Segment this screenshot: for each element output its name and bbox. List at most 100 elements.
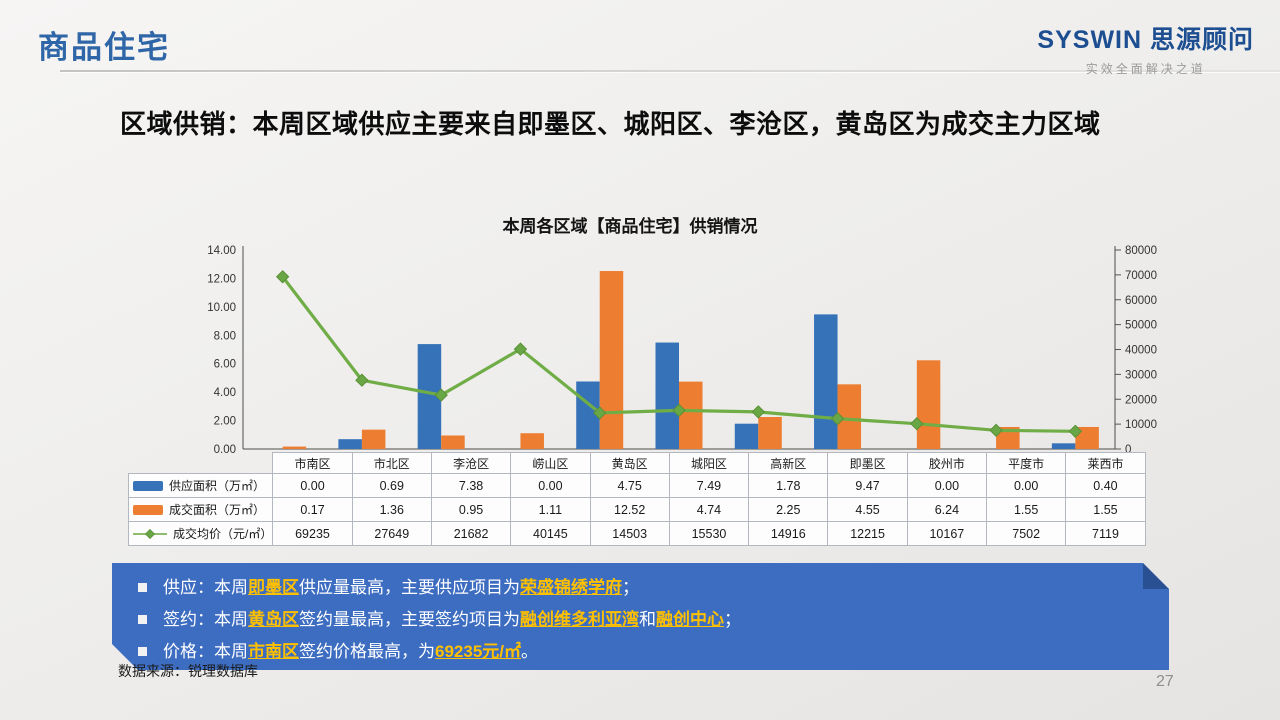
supply-bar-6 [734, 423, 759, 449]
category-cell: 市南区 [272, 452, 353, 474]
value-cell: 7.49 [668, 473, 750, 498]
plain-text: 签约：本周 [163, 610, 248, 629]
left-axis-tick-label: 12.00 [207, 273, 236, 285]
plain-text: 签约价格最高，为 [299, 642, 435, 661]
legend-bar-swatch [133, 504, 163, 515]
value-cell: 12215 [827, 521, 908, 546]
legend-label: 供应面积（万㎡） [169, 479, 266, 493]
legend-line-swatch [133, 528, 167, 539]
page-number: 27 [1156, 673, 1174, 690]
category-cell: 即墨区 [827, 452, 908, 474]
category-cell: 高新区 [748, 452, 829, 474]
plain-text: 供应：本周 [163, 578, 248, 597]
left-axis-tick-label: 10.00 [207, 302, 236, 314]
category-cell: 崂山区 [510, 452, 591, 474]
value-cell: 7.38 [430, 473, 512, 498]
supply-bar-10 [1051, 443, 1076, 449]
sold-bar-10 [1075, 426, 1099, 449]
avg-price-marker-6 [751, 405, 765, 419]
value-cell: 0.17 [272, 497, 353, 522]
summary-bullet-list: 供应：本周即墨区供应量最高，主要供应项目为荣盛锦绣学府； 签约：本周黄岛区签约量最… [112, 563, 1169, 664]
sold-bar-7 [837, 384, 862, 449]
right-axis-tick-label: 30000 [1125, 369, 1157, 381]
data-source-note: 数据来源：锐理数据库 [118, 663, 258, 679]
avg-price-marker-7 [830, 411, 845, 426]
avg-price-marker-3 [513, 342, 528, 356]
right-axis-tick-label: 40000 [1125, 345, 1157, 357]
avg-price-marker-5 [672, 403, 686, 418]
plain-text: ； [724, 610, 741, 629]
category-cell: 市北区 [351, 452, 432, 474]
left-axis-tick-label: 14.00 [207, 245, 236, 257]
value-cell: 21682 [430, 521, 512, 546]
value-cell: 10167 [906, 521, 988, 546]
right-axis-tick-label: 20000 [1125, 394, 1157, 406]
sold-bar-3 [520, 433, 544, 449]
value-cell: 0.40 [1065, 473, 1146, 498]
highlighted-term: 市南区 [248, 642, 299, 661]
value-cell: 0.00 [906, 473, 988, 498]
supply-bar-7 [814, 314, 838, 449]
value-cell: 69235 [272, 521, 353, 546]
value-cell: 15530 [668, 521, 750, 546]
summary-bullet-2: 价格：本周市南区签约价格最高，为69235元/㎡。 [136, 639, 1139, 664]
avg-price-marker-8 [910, 417, 924, 431]
series-row: 供应面积（万㎡） 0.00 0.69 7.38 0.00 4.75 7.49 1.78 9.47… [127, 473, 1146, 498]
combo-chart: 0.00 2.00 4.00 6.00 8.00 10.00 12.00 14.00 0 1000… [195, 236, 1180, 463]
value-cell: 0.95 [430, 497, 512, 522]
value-cell: 14916 [748, 521, 829, 546]
legend-label: 成交面积（万㎡） [169, 503, 266, 517]
plain-text: 和 [639, 610, 656, 629]
highlighted-term: 荣盛锦绣学府 [520, 578, 622, 597]
category-cell: 李沧区 [430, 452, 512, 474]
value-cell: 7502 [986, 521, 1067, 546]
avg-price-marker-9 [989, 423, 1003, 438]
highlighted-term: 融创中心 [656, 610, 724, 629]
legend-cell-1: 成交面积（万㎡） [127, 497, 274, 522]
plain-text: 供应量最高，主要供应项目为 [299, 578, 520, 597]
page-title: 商品住宅 [38, 30, 170, 65]
header-divider [60, 70, 1280, 72]
avg-price-marker-4 [593, 406, 607, 420]
highlighted-term: 69235元/㎡ [435, 642, 521, 661]
value-cell: 14503 [589, 521, 670, 546]
bullet-square-icon [138, 583, 147, 592]
right-axis-tick-label: 10000 [1125, 419, 1157, 431]
right-axis-tick-label: 80000 [1125, 245, 1157, 257]
legend-cell-2: 成交均价（元/㎡） [127, 521, 274, 546]
value-cell: 6.24 [906, 497, 988, 522]
chart-data-table: 市南区 市北区 李沧区 崂山区 黄岛区 城阳区 高新区 即墨区 胶州市 平度市 莱西市 供应面积（万… [127, 452, 1146, 546]
category-row: 市南区 市北区 李沧区 崂山区 黄岛区 城阳区 高新区 即墨区 胶州市 平度市 莱西市 [129, 452, 1146, 474]
bullet-square-icon [138, 615, 147, 624]
value-cell: 0.69 [351, 473, 432, 498]
value-cell: 4.75 [589, 473, 670, 498]
highlighted-term: 融创维多利亚湾 [520, 610, 639, 629]
value-cell: 1.78 [748, 473, 829, 498]
bullet-square-icon [138, 647, 147, 656]
right-axis-tick-label: 60000 [1125, 295, 1157, 307]
supply-bar-1 [338, 439, 362, 449]
logo-text: SYSWIN 思源顾问 [1037, 26, 1254, 54]
logo-tagline: 实效全面解决之道 [1085, 62, 1206, 76]
category-cell: 莱西市 [1065, 452, 1146, 474]
summary-callout: 供应：本周即墨区供应量最高，主要供应项目为荣盛锦绣学府； 签约：本周黄岛区签约量最… [112, 563, 1169, 670]
value-cell: 4.74 [668, 497, 750, 522]
sold-bar-9 [996, 426, 1020, 449]
value-cell: 0.00 [272, 473, 353, 498]
value-cell: 40145 [510, 521, 591, 546]
category-cell: 胶州市 [906, 452, 988, 474]
sold-bar-8 [916, 360, 941, 449]
legend-label: 成交均价（元/㎡） [173, 527, 273, 541]
avg-price-marker-1 [355, 373, 369, 387]
slide-headline: 区域供销：本周区域供应主要来自即墨区、城阳区、李沧区，黄岛区为成交主力区域 [120, 109, 1101, 139]
bullet-text: 供应：本周即墨区供应量最高，主要供应项目为荣盛锦绣学府； [163, 575, 639, 600]
summary-bullet-1: 签约：本周黄岛区签约量最高，主要签约项目为融创维多利亚湾和融创中心； [136, 607, 1139, 632]
avg-price-marker-10 [1068, 424, 1083, 438]
value-cell: 9.47 [827, 473, 908, 498]
category-cell: 黄岛区 [589, 452, 670, 474]
avg-price-marker-0 [275, 270, 290, 284]
category-cell: 平度市 [986, 452, 1067, 474]
bullet-text: 签约：本周黄岛区签约量最高，主要签约项目为融创维多利亚湾和融创中心； [163, 607, 741, 632]
value-cell: 2.25 [748, 497, 829, 522]
right-axis-tick-label: 70000 [1125, 270, 1157, 282]
